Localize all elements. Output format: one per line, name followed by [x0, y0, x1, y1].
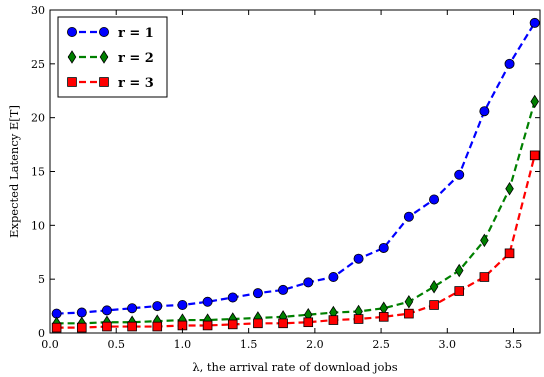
y-tick-label: 30 — [31, 4, 45, 17]
series-2-point — [429, 279, 439, 294]
y-tick-label: 0 — [38, 327, 45, 340]
x-tick-label: 3.0 — [439, 338, 457, 351]
series-3-point — [404, 308, 414, 319]
series-1-point — [101, 305, 112, 316]
legend: r = 1 r = 2 r = 3 — [57, 16, 168, 98]
y-tick-label: 15 — [31, 166, 45, 179]
legend-label-2: r = 2 — [118, 51, 154, 66]
y-tick-label: 20 — [31, 112, 45, 125]
series-3-point — [278, 318, 288, 329]
legend-marker-2 — [67, 50, 77, 64]
legend-marker-3 — [67, 77, 77, 87]
series-1-point — [278, 284, 289, 295]
series-2-point — [530, 94, 539, 109]
series-3-point — [102, 321, 112, 332]
x-tick-label: 1.0 — [174, 338, 192, 351]
series-1-point — [76, 307, 87, 318]
series-3-point — [479, 272, 490, 282]
plot-area — [51, 17, 540, 333]
legend-label-3: r = 3 — [118, 76, 154, 91]
series-3-point — [378, 312, 389, 322]
legend-marker-2 — [99, 50, 109, 64]
series-3-point — [529, 150, 540, 161]
x-tick-label: 0.0 — [41, 338, 59, 351]
series-1-point — [303, 277, 314, 288]
series-3-point — [253, 318, 263, 329]
series-3-point — [227, 319, 238, 330]
x-tick-label: 1.5 — [240, 338, 258, 351]
y-tick-label: 10 — [31, 219, 45, 232]
series-2-point — [454, 263, 464, 278]
x-tick-label: 3.5 — [505, 338, 523, 351]
series-2-point — [505, 181, 514, 196]
series-1-point — [454, 169, 465, 180]
legend-label-1: r = 1 — [118, 26, 154, 41]
y-tick-label: 25 — [31, 58, 45, 71]
series-1-point — [202, 296, 213, 307]
legend-marker-1 — [67, 26, 78, 37]
x-axis-title: λ, the arrival rate of download jobs — [192, 360, 397, 374]
series-1-point — [353, 253, 364, 264]
series-3-point — [328, 315, 339, 325]
series-1-point — [177, 300, 188, 311]
y-axis-title: Expected Latency E[T] — [7, 105, 21, 238]
series-1-point — [252, 288, 263, 299]
series-1-point — [152, 301, 163, 312]
series-3-point — [127, 321, 137, 332]
series-1-point — [529, 17, 540, 28]
series-3-point — [454, 286, 465, 296]
series-1-point — [479, 106, 490, 117]
series-1-point — [378, 242, 389, 253]
series-2-point — [404, 295, 414, 309]
x-tick-label: 2.0 — [306, 338, 324, 351]
series-1-point — [504, 58, 515, 69]
x-tick-label: 2.5 — [372, 338, 390, 351]
series-1-point — [127, 303, 138, 314]
series-1-point — [403, 211, 414, 222]
series-1-point — [328, 272, 339, 283]
series-3-point — [51, 322, 62, 333]
axes: 0.0 0.5 1.0 1.5 2.0 2.5 3.0 3.5 0 5 10 15 20 25 30 — [31, 4, 541, 351]
series-2-point — [480, 233, 489, 248]
legend-marker-1 — [99, 26, 110, 37]
series-3-point — [152, 321, 163, 332]
series-3-point — [429, 300, 439, 310]
series-3-point — [202, 320, 213, 331]
series-3-point — [353, 314, 364, 324]
x-tick-label: 0.5 — [107, 338, 125, 351]
series-1-point — [227, 292, 238, 303]
series-line-3 — [56, 155, 536, 329]
series-3-point — [76, 322, 87, 333]
legend-marker-3 — [99, 77, 109, 87]
series-3-point — [504, 248, 515, 259]
y-tick-label: 5 — [38, 273, 45, 286]
series-1-point — [429, 194, 440, 205]
series-3-point — [303, 317, 314, 328]
